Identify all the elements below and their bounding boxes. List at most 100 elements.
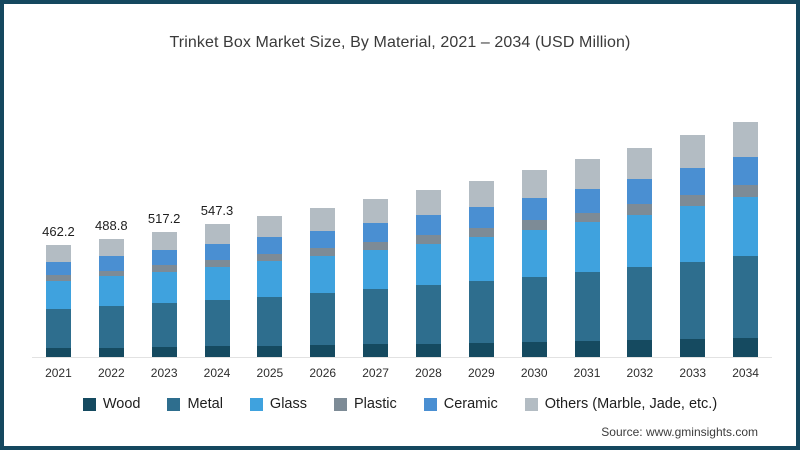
segment-ceramic xyxy=(45,261,71,276)
segment-plastic xyxy=(204,260,230,267)
stacked-bar-2029 xyxy=(468,180,494,357)
bar-column-2023: 517.2 xyxy=(138,211,191,357)
segment-glass xyxy=(310,255,336,294)
segment-others xyxy=(733,121,759,158)
segment-ceramic xyxy=(468,207,494,229)
legend: Wood Metal Glass Plastic Ceramic Others (Marb… xyxy=(4,396,796,412)
segment-others xyxy=(204,224,230,245)
segment-plastic xyxy=(627,204,653,215)
segment-metal xyxy=(574,271,600,342)
segment-wood xyxy=(627,340,653,357)
x-axis-labels: 2021 2022 2023 2024 2025 2026 2027 2028 2029 2030… xyxy=(32,366,772,380)
x-tick-2032: 2032 xyxy=(626,366,654,380)
segment-others xyxy=(363,199,389,224)
segment-metal xyxy=(257,296,283,346)
segment-wood xyxy=(415,343,441,357)
bar-column-2027 xyxy=(349,193,402,357)
segment-wood xyxy=(310,345,336,357)
segment-ceramic xyxy=(204,244,230,261)
bar-value-label: 488.8 xyxy=(95,217,128,233)
bar-column-2034 xyxy=(719,116,772,357)
source-attribution: Source: www.gminsights.com xyxy=(601,425,758,439)
segment-metal xyxy=(468,281,494,343)
segment-metal xyxy=(310,293,336,346)
legend-item-glass: Glass xyxy=(249,396,307,412)
x-tick-2022: 2022 xyxy=(97,366,125,380)
segment-others xyxy=(680,135,706,169)
segment-wood xyxy=(468,342,494,357)
stacked-bar-2028 xyxy=(415,190,441,357)
stacked-bar-2026 xyxy=(310,208,336,357)
x-tick-2024: 2024 xyxy=(203,366,231,380)
legend-item-wood: Wood xyxy=(82,396,141,412)
legend-item-ceramic: Ceramic xyxy=(423,396,498,412)
bar-column-2026 xyxy=(296,202,349,357)
bar-column-2024: 547.3 xyxy=(191,203,244,357)
segment-ceramic xyxy=(310,230,336,249)
segment-glass xyxy=(733,197,759,256)
legend-item-metal: Metal xyxy=(167,396,223,412)
stacked-bar-2030 xyxy=(521,169,547,357)
segment-ceramic xyxy=(574,188,600,213)
stacked-bar-2027 xyxy=(363,199,389,357)
segment-ceramic xyxy=(151,250,177,266)
stacked-bar-2031 xyxy=(574,159,600,357)
bar-column-2030 xyxy=(508,164,561,357)
segment-metal xyxy=(521,276,547,342)
legend-label-glass: Glass xyxy=(269,396,307,412)
segment-plastic xyxy=(310,248,336,256)
bar-value-label: 547.3 xyxy=(200,203,234,219)
segment-others xyxy=(574,159,600,189)
segment-metal xyxy=(627,266,653,341)
segment-wood xyxy=(45,348,71,357)
legend-swatch-others xyxy=(524,397,538,411)
segment-glass xyxy=(521,229,547,277)
legend-label-wood: Wood xyxy=(102,396,141,412)
bar-value-label: 517.2 xyxy=(147,210,181,226)
segment-ceramic xyxy=(521,197,547,221)
segment-glass xyxy=(98,276,124,306)
legend-swatch-wood xyxy=(82,397,96,411)
segment-metal xyxy=(204,299,230,347)
segment-ceramic xyxy=(363,223,389,242)
segment-others xyxy=(521,169,547,198)
segment-ceramic xyxy=(627,178,653,205)
stacked-bar-2023 xyxy=(151,231,177,357)
legend-swatch-metal xyxy=(167,397,181,411)
legend-swatch-glass xyxy=(249,397,263,411)
x-tick-2030: 2030 xyxy=(520,366,548,380)
segment-wood xyxy=(733,338,759,357)
segment-metal xyxy=(98,306,124,348)
x-tick-2033: 2033 xyxy=(679,366,707,380)
x-tick-2021: 2021 xyxy=(45,366,72,380)
stacked-bar-2032 xyxy=(627,147,653,357)
segment-metal xyxy=(733,255,759,339)
segment-metal xyxy=(415,285,441,344)
segment-plastic xyxy=(468,228,494,238)
segment-others xyxy=(415,190,441,216)
segment-wood xyxy=(204,346,230,357)
bar-column-2025 xyxy=(243,210,296,357)
segment-glass xyxy=(468,237,494,282)
segment-plastic xyxy=(574,212,600,223)
legend-swatch-ceramic xyxy=(423,397,437,411)
segment-others xyxy=(627,147,653,179)
segment-glass xyxy=(45,280,71,309)
bar-column-2032 xyxy=(613,142,666,357)
bar-column-2022: 488.8 xyxy=(85,218,138,357)
segment-others xyxy=(45,244,71,262)
segment-plastic xyxy=(521,220,547,230)
segment-plastic xyxy=(151,265,177,272)
bar-column-2028 xyxy=(402,184,455,357)
legend-label-ceramic: Ceramic xyxy=(443,396,498,412)
segment-plastic xyxy=(363,241,389,250)
segment-plastic xyxy=(680,194,706,207)
stacked-bar-2024 xyxy=(204,224,230,357)
stacked-bar-2033 xyxy=(680,135,706,357)
segment-plastic xyxy=(733,185,759,198)
segment-metal xyxy=(45,308,71,348)
stacked-bar-2021 xyxy=(45,244,71,357)
x-tick-2025: 2025 xyxy=(256,366,284,380)
bar-column-2021: 462.2 xyxy=(32,224,85,357)
